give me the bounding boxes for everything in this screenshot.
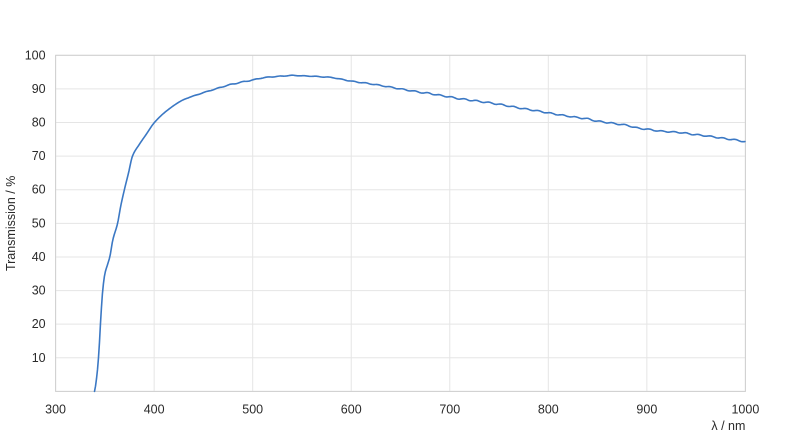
- svg-text:30: 30: [32, 284, 46, 298]
- svg-text:600: 600: [341, 402, 362, 416]
- svg-text:50: 50: [32, 216, 46, 230]
- svg-text:300: 300: [45, 402, 66, 416]
- svg-text:20: 20: [32, 317, 46, 331]
- svg-text:60: 60: [32, 183, 46, 197]
- svg-text:400: 400: [144, 402, 165, 416]
- svg-text:1000: 1000: [731, 402, 759, 416]
- svg-text:70: 70: [32, 149, 46, 163]
- svg-text:40: 40: [32, 250, 46, 264]
- svg-text:900: 900: [636, 402, 657, 416]
- svg-text:100: 100: [25, 48, 46, 62]
- svg-text:10: 10: [32, 351, 46, 365]
- svg-text:Transmission / %: Transmission / %: [4, 176, 18, 271]
- svg-text:80: 80: [32, 116, 46, 130]
- svg-text:700: 700: [439, 402, 460, 416]
- svg-text:800: 800: [538, 402, 559, 416]
- svg-text:λ / nm: λ / nm: [711, 419, 745, 433]
- svg-text:90: 90: [32, 82, 46, 96]
- svg-text:500: 500: [242, 402, 263, 416]
